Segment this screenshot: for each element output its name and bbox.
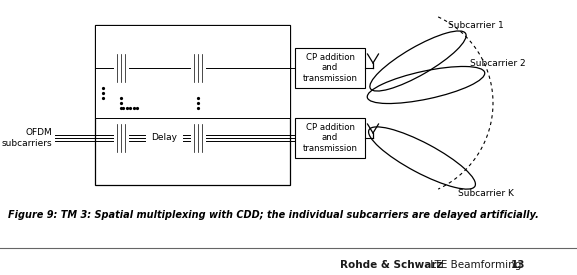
Text: Subcarrier K: Subcarrier K [458,188,514,197]
Bar [95,25,290,118]
Bar [190,124,206,152]
Text: Figure 9: TM 3: Spatial multiplexing with CDD; the individual subcarriers are de: Figure 9: TM 3: Spatial multiplexing wit… [8,210,539,220]
Bar [113,124,129,152]
Text: Subcarrier 2: Subcarrier 2 [470,59,526,67]
Text: CP addition
and
transmission: CP addition and transmission [302,123,358,153]
Text: LTE Beamforming: LTE Beamforming [427,260,524,270]
Text: CP addition
and
transmission: CP addition and transmission [302,53,358,83]
Text: Delay: Delay [151,133,177,142]
Bar [145,121,183,155]
Text: Rohde & Schwarz: Rohde & Schwarz [340,260,443,270]
Bar [190,54,206,82]
Bar [295,118,365,158]
Bar [295,48,365,88]
Text: 13: 13 [511,260,526,270]
Bar [95,25,290,185]
Bar [113,54,129,82]
Text: OFDM
subcarriers: OFDM subcarriers [1,128,52,148]
Text: Subcarrier 1: Subcarrier 1 [448,21,504,29]
